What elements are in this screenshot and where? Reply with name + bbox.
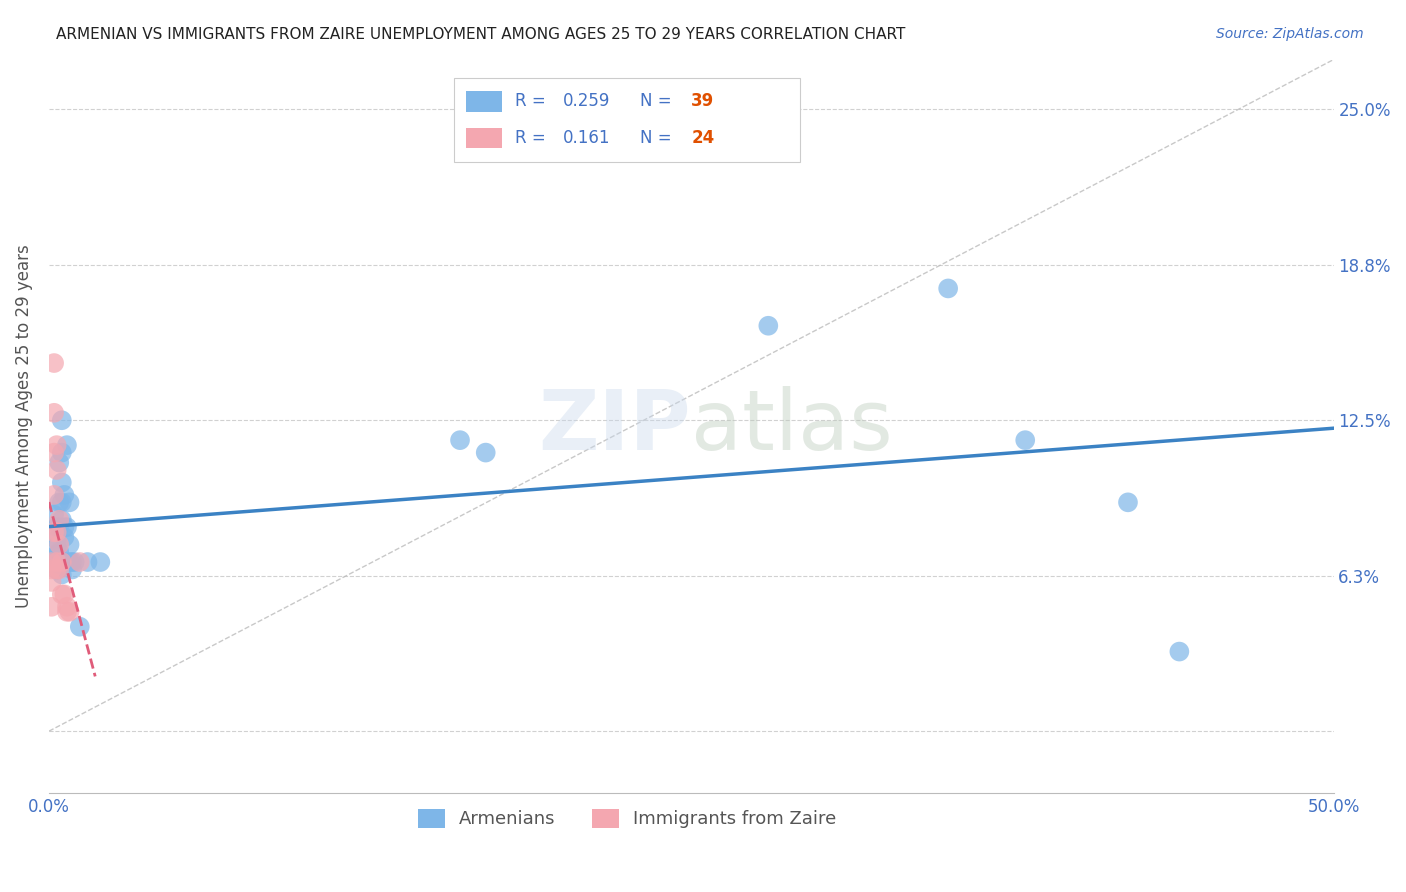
FancyBboxPatch shape <box>467 128 502 148</box>
Point <box>45 463 67 477</box>
Point <box>41 555 63 569</box>
Point <box>51 555 73 569</box>
Text: ZIP: ZIP <box>538 386 692 467</box>
Point <box>41 599 63 614</box>
Point <box>53 520 76 534</box>
Point <box>60 562 83 576</box>
Y-axis label: Unemployment Among Ages 25 to 29 years: Unemployment Among Ages 25 to 29 years <box>15 244 32 608</box>
Point <box>58 538 80 552</box>
Point <box>45 555 67 569</box>
Point <box>63 555 86 569</box>
Point <box>45 562 67 576</box>
Point <box>51 587 73 601</box>
Point <box>45 555 67 569</box>
Text: Source: ZipAtlas.com: Source: ZipAtlas.com <box>1216 27 1364 41</box>
Text: R =: R = <box>515 129 557 147</box>
Point <box>51 445 73 459</box>
Point <box>69 620 91 634</box>
Text: 0.161: 0.161 <box>562 129 610 147</box>
Point <box>53 488 76 502</box>
Point <box>58 555 80 569</box>
Point <box>1014 433 1036 447</box>
Point <box>45 540 67 554</box>
Point <box>756 318 779 333</box>
Point <box>48 538 70 552</box>
Point <box>42 445 65 459</box>
Point <box>45 562 67 576</box>
Point <box>42 525 65 540</box>
Point <box>42 406 65 420</box>
Text: atlas: atlas <box>692 386 893 467</box>
Point <box>45 438 67 452</box>
Text: R =: R = <box>515 93 551 111</box>
Point <box>41 574 63 589</box>
Point <box>51 475 73 490</box>
Point <box>42 508 65 522</box>
Point <box>56 438 79 452</box>
Point <box>1116 495 1139 509</box>
Point <box>69 555 91 569</box>
Point <box>58 495 80 509</box>
Text: 39: 39 <box>692 93 714 111</box>
Point <box>48 456 70 470</box>
Point <box>45 562 67 576</box>
Point <box>48 513 70 527</box>
Point <box>58 605 80 619</box>
Point <box>51 413 73 427</box>
Point <box>53 530 76 544</box>
Point <box>449 433 471 447</box>
Legend: Armenians, Immigrants from Zaire: Armenians, Immigrants from Zaire <box>411 802 844 836</box>
Text: 0.259: 0.259 <box>562 93 610 111</box>
Point <box>45 520 67 534</box>
Point <box>45 548 67 562</box>
Text: N =: N = <box>640 129 676 147</box>
Point <box>51 495 73 509</box>
Point <box>48 562 70 576</box>
Text: 24: 24 <box>692 129 714 147</box>
Point <box>56 599 79 614</box>
Point <box>53 587 76 601</box>
Point <box>51 513 73 527</box>
Point <box>474 445 496 459</box>
FancyBboxPatch shape <box>467 91 502 112</box>
Point <box>41 562 63 576</box>
Point <box>936 281 959 295</box>
Text: N =: N = <box>640 93 676 111</box>
FancyBboxPatch shape <box>454 78 800 162</box>
Point <box>45 533 67 547</box>
Point <box>48 495 70 509</box>
Point <box>51 567 73 582</box>
Point <box>1168 644 1191 658</box>
Point <box>42 488 65 502</box>
Point <box>48 520 70 534</box>
Point <box>56 520 79 534</box>
Text: ARMENIAN VS IMMIGRANTS FROM ZAIRE UNEMPLOYMENT AMONG AGES 25 TO 29 YEARS CORRELA: ARMENIAN VS IMMIGRANTS FROM ZAIRE UNEMPL… <box>56 27 905 42</box>
Point <box>89 555 111 569</box>
Point <box>45 525 67 540</box>
Point <box>56 605 79 619</box>
Point <box>60 555 83 569</box>
Point <box>42 356 65 370</box>
Point <box>76 555 98 569</box>
Point <box>48 545 70 559</box>
